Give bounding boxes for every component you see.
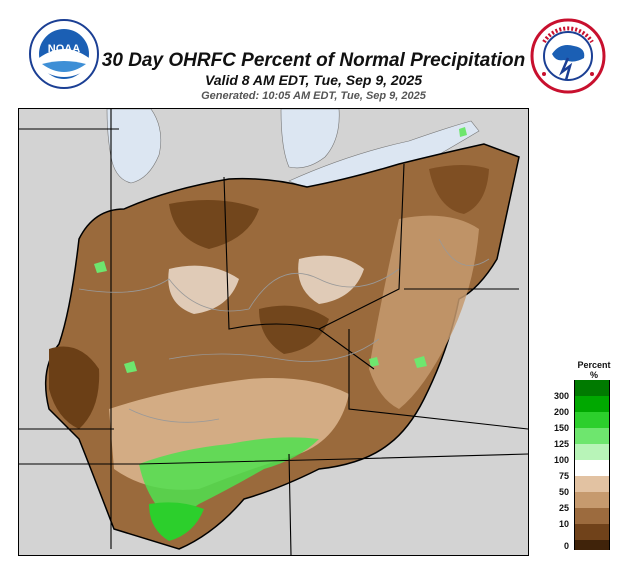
wet-southwest [149, 502, 204, 541]
legend-swatch-9 [574, 524, 610, 540]
dry-central [169, 200, 329, 354]
legend-swatch-1 [574, 396, 610, 412]
legend-unit: % [589, 370, 598, 380]
generated-time: Generated: 10:05 AM EDT, Tue, Sep 9, 202… [201, 90, 426, 102]
legend-swatch-6 [574, 476, 610, 492]
legend-tick: 10 [558, 519, 569, 529]
lake-huron [280, 109, 340, 169]
legend-tick: 100 [553, 455, 569, 465]
near-normal-east [369, 215, 479, 409]
wet-tennessee [139, 437, 319, 513]
legend-tick: 200 [553, 407, 569, 417]
legend-tick: 75 [558, 471, 569, 481]
legend: Percent % 300 200 150 125 100 75 50 25 1… [547, 360, 617, 555]
dry-west [49, 346, 100, 429]
dry-northeast [429, 165, 489, 214]
nws-logo [530, 18, 606, 94]
precipitation-map [18, 108, 529, 556]
noaa-logo-text: NOAA [48, 43, 80, 55]
legend-swatch-2 [574, 412, 610, 428]
legend-tick: 0 [563, 541, 569, 551]
legend-title: Percent [577, 360, 611, 370]
lake-michigan [106, 109, 162, 184]
legend-tick: 125 [553, 439, 569, 449]
legend-tick: 25 [558, 503, 569, 513]
map-canvas [19, 109, 528, 555]
legend-tick: 50 [558, 487, 569, 497]
legend-swatch-5 [574, 460, 610, 476]
near-normal-patches [168, 255, 364, 314]
legend-tick: 300 [553, 391, 569, 401]
legend-swatch-4 [574, 444, 610, 460]
legend-swatch-8 [574, 508, 610, 524]
page-title: 30 Day OHRFC Percent of Normal Precipita… [101, 50, 526, 71]
noaa-logo: NOAA [29, 19, 99, 89]
state-boundaries [19, 109, 528, 555]
legend-swatch-10 [574, 540, 610, 550]
legend-swatch-0 [574, 380, 610, 396]
legend-swatch-7 [574, 492, 610, 508]
legend-tick: 150 [553, 423, 569, 433]
basin-divides [78, 238, 490, 423]
valid-time: Valid 8 AM EDT, Tue, Sep 9, 2025 [204, 72, 423, 88]
legend-swatch-3 [574, 428, 610, 444]
